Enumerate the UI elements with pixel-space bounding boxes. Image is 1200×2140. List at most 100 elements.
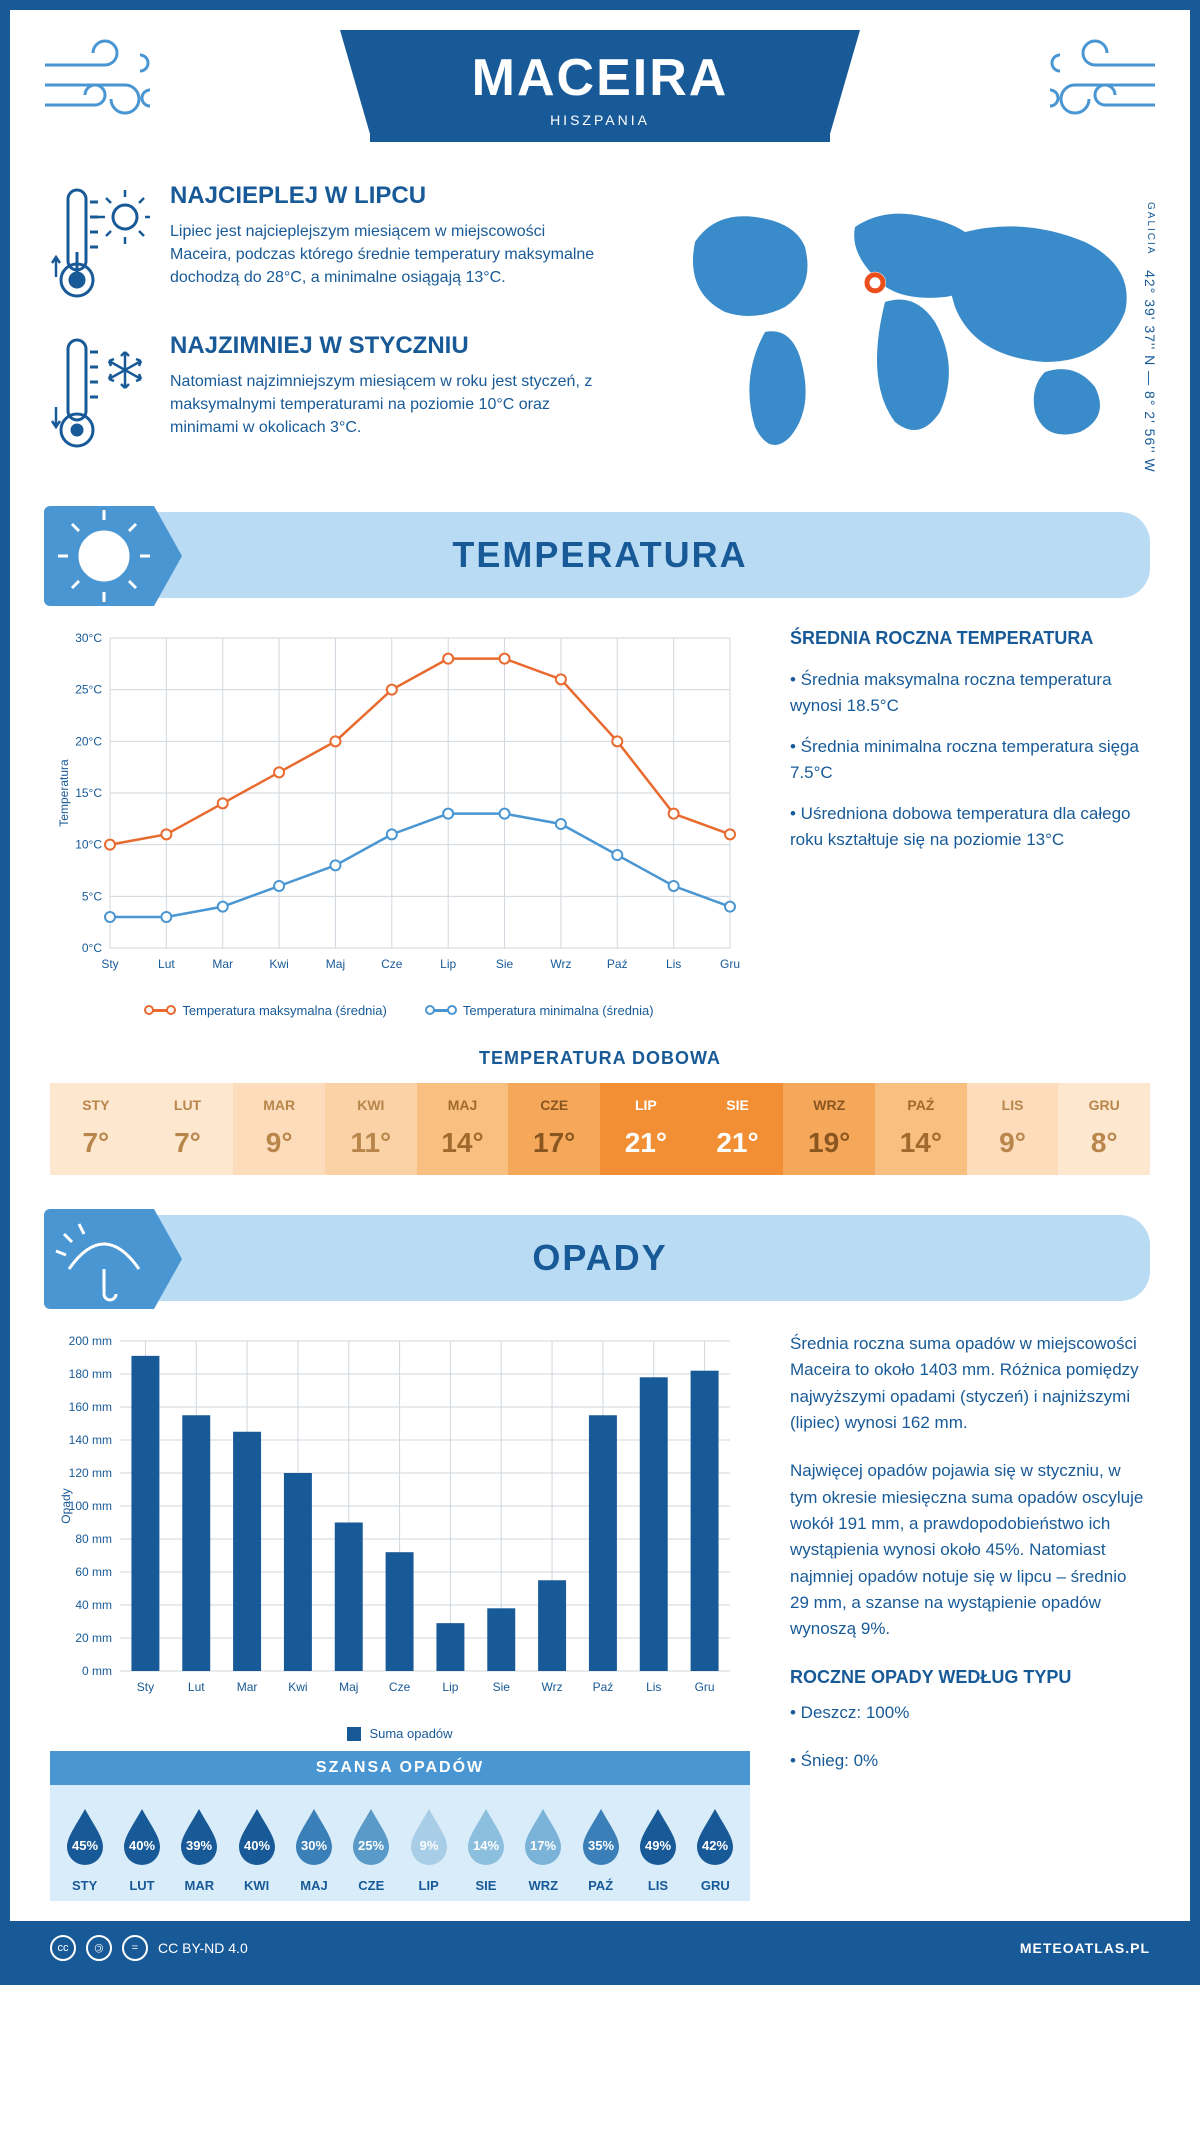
coldest-heading: NAJZIMNIEJ W STYCZNIU [170,332,610,360]
daily-month: SIE [692,1097,784,1113]
daily-value: 14° [417,1127,509,1159]
daily-value: 21° [692,1127,784,1159]
map-column: GALICIA 42° 39' 37'' N — 8° 2' 56'' W [640,182,1150,482]
temperatura-heading: TEMPERATURA [50,512,1150,598]
svg-text:Sty: Sty [137,1680,154,1694]
daily-month: STY [50,1097,142,1113]
szansa-cell: 49%LIS [631,1805,684,1893]
szansa-cell: 42%GRU [689,1805,742,1893]
svg-text:200 mm: 200 mm [69,1334,112,1348]
szansa-cell: 45%STY [58,1805,111,1893]
opady-summary: Średnia roczna suma opadów w miejscowośc… [790,1331,1150,1901]
svg-text:100 mm: 100 mm [69,1499,112,1513]
svg-text:Gru: Gru [720,957,740,971]
opady-body: 0 mm20 mm40 mm60 mm80 mm100 mm120 mm140 … [10,1331,1190,1921]
opad-chart-legend: Suma opadów [50,1726,750,1741]
svg-text:140 mm: 140 mm [69,1433,112,1447]
precipitation-bar-chart: 0 mm20 mm40 mm60 mm80 mm100 mm120 mm140 … [50,1331,750,1901]
svg-text:45%: 45% [72,1838,98,1853]
szansa-month: PAŹ [574,1878,627,1893]
daily-cell: LUT 7° [142,1083,234,1175]
daily-temp-heading: TEMPERATURA DOBOWA [10,1048,1190,1069]
daily-month: LUT [142,1097,234,1113]
svg-text:Sty: Sty [101,957,118,971]
svg-text:Lip: Lip [440,957,456,971]
daily-value: 14° [875,1127,967,1159]
svg-text:0°C: 0°C [82,941,102,955]
daily-cell: WRZ19° [783,1083,875,1175]
svg-text:Maj: Maj [326,957,345,971]
svg-text:42%: 42% [702,1838,728,1853]
svg-text:Lut: Lut [158,957,175,971]
drop-icon: 35% [577,1805,625,1865]
world-map [640,182,1150,462]
szansa-month: CZE [345,1878,398,1893]
opad-type-bullet: • Deszcz: 100% [790,1700,1150,1726]
svg-text:Lip: Lip [442,1680,458,1694]
daily-cell: LIS9° [967,1083,1059,1175]
svg-text:Kwi: Kwi [288,1680,307,1694]
szansa-cell: 35% PAŹ [574,1805,627,1893]
temp-bullet: • Średnia maksymalna roczna temperatura … [790,667,1150,718]
szansa-month: LIP [402,1878,455,1893]
svg-text:20 mm: 20 mm [75,1631,112,1645]
svg-text:Cze: Cze [381,957,403,971]
drop-icon: 42% [691,1805,739,1865]
coordinates: GALICIA 42° 39' 37'' N — 8° 2' 56'' W [1142,202,1158,473]
svg-text:Mar: Mar [237,1680,258,1694]
szansa-heading: SZANSA OPADÓW [50,1751,750,1785]
drop-icon: 39% [175,1805,223,1865]
szansa-cell: 40%KWI [230,1805,283,1893]
szansa-month: MAJ [287,1878,340,1893]
hottest-block: NAJCIEPLEJ W LIPCU Lipiec jest najcieple… [50,182,610,302]
legend-max: Temperatura maksymalna (średnia) [182,1003,386,1018]
svg-text:35%: 35% [588,1838,614,1853]
drop-icon: 40% [233,1805,281,1865]
szansa-cell: 14%SIE [459,1805,512,1893]
temp-bullet: • Uśredniona dobowa temperatura dla całe… [790,801,1150,852]
daily-value: 9° [967,1127,1059,1159]
svg-text:Opady: Opady [59,1488,73,1523]
daily-cell: PAŹ14° [875,1083,967,1175]
cc-icon: cc [50,1935,76,1961]
svg-text:Wrz: Wrz [542,1680,563,1694]
szansa-cell: 39%MAR [173,1805,226,1893]
map-location-marker [864,272,886,294]
opady-para-2: Najwięcej opadów pojawia się w styczniu,… [790,1458,1150,1642]
header: MACEIRA HISZPANIA [10,10,1190,172]
opady-title: OPADY [50,1237,1150,1279]
szansa-cell: 30% MAJ [287,1805,340,1893]
daily-cell: SIE 21° [692,1083,784,1175]
svg-text:39%: 39% [186,1838,212,1853]
svg-text:30°C: 30°C [75,631,102,645]
legend-sum: Suma opadów [369,1726,452,1741]
drop-icon: 49% [634,1805,682,1865]
svg-text:15°C: 15°C [75,786,102,800]
svg-text:10°C: 10°C [75,838,102,852]
wind-icon [40,35,170,125]
svg-text:9%: 9% [419,1838,438,1853]
temperatura-body: 0°C5°C10°C15°C20°C25°C30°CStyLutMarKwiMa… [10,628,1190,1038]
daily-month: MAJ [417,1097,509,1113]
drop-icon: 45% [61,1805,109,1865]
daily-month: WRZ [783,1097,875,1113]
drop-icon: 17% [519,1805,567,1865]
opady-heading: OPADY [50,1215,1150,1301]
daily-value: 17° [508,1127,600,1159]
svg-text:14%: 14% [473,1838,499,1853]
temperatura-title: TEMPERATURA [50,534,1150,576]
svg-text:Mar: Mar [212,957,233,971]
intro-text-column: NAJCIEPLEJ W LIPCU Lipiec jest najcieple… [50,182,610,482]
svg-text:Sie: Sie [493,1680,511,1694]
svg-text:Wrz: Wrz [550,957,571,971]
drop-icon: 40% [118,1805,166,1865]
page-subtitle: HISZPANIA [370,112,830,128]
page-title: MACEIRA [370,48,830,108]
svg-text:Lis: Lis [666,957,681,971]
daily-value: 7° [142,1127,234,1159]
region-label: GALICIA [1145,202,1156,255]
drop-icon: 30% [290,1805,338,1865]
svg-text:180 mm: 180 mm [69,1367,112,1381]
temp-chart-legend: Temperatura maksymalna (średnia) Tempera… [50,1003,750,1018]
drop-icon: 9% [405,1805,453,1865]
